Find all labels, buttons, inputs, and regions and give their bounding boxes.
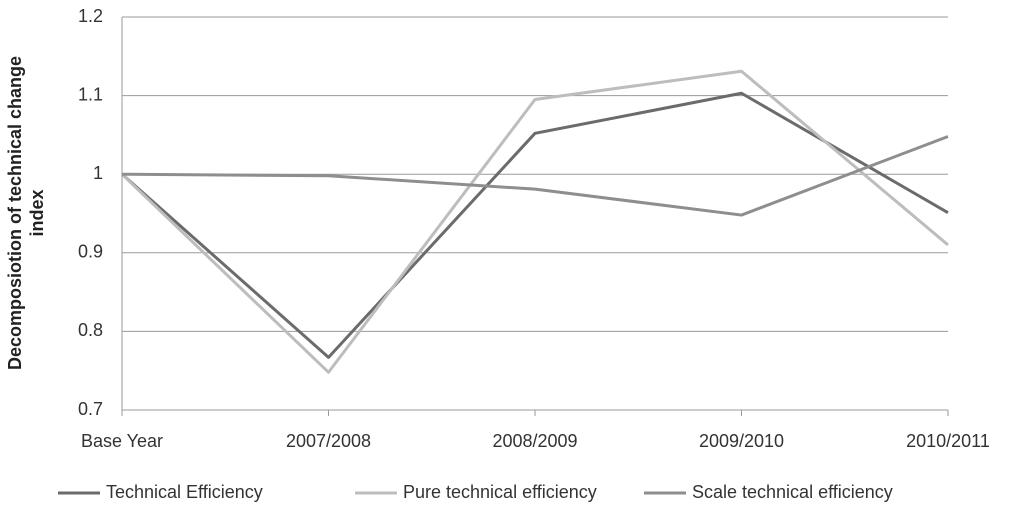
series-line bbox=[121, 135, 949, 217]
x-tick-label: Base Year bbox=[81, 431, 163, 451]
series-line bbox=[121, 91, 949, 359]
y-tick-label: 0.9 bbox=[78, 242, 103, 262]
y-tick-label: 1.1 bbox=[78, 84, 103, 104]
y-tick-label: 0.7 bbox=[78, 399, 103, 419]
y-tick-label: 1 bbox=[93, 163, 103, 183]
legend-label: Pure technical efficiency bbox=[403, 482, 597, 502]
legend-label: Technical Efficiency bbox=[106, 482, 263, 502]
x-tick-label: 2009/2010 bbox=[699, 431, 784, 451]
x-tick-label: 2007/2008 bbox=[286, 431, 371, 451]
y-tick-label: 0.8 bbox=[78, 320, 103, 340]
x-tick-label: 2010/2011 bbox=[906, 431, 990, 451]
x-tick-label: 2008/2009 bbox=[492, 431, 577, 451]
y-axis-label: Decomposiotion of technical change index bbox=[5, 55, 47, 371]
y-tick-label: 1.2 bbox=[78, 6, 103, 26]
series-line bbox=[120, 69, 949, 374]
legend-label: Scale technical efficiency bbox=[692, 482, 893, 502]
